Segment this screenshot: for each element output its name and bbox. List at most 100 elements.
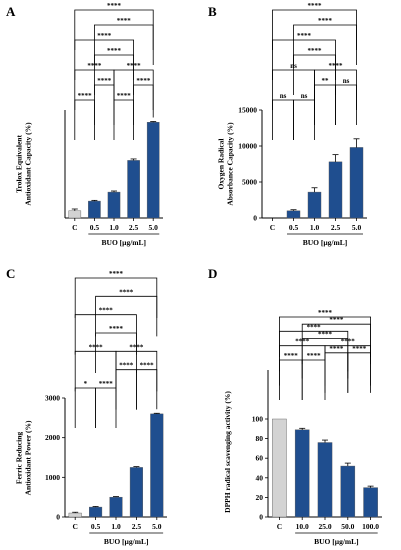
y-tick-label: 100 (252, 415, 264, 424)
x-axis-label: BUO [µg/mL] (102, 238, 147, 247)
x-tick-label: C (270, 223, 275, 232)
y-tick-label: 60 (256, 454, 264, 463)
bar (109, 496, 123, 518)
y-axis-label-line: DPPH radical scavenging activity (%) (223, 391, 232, 513)
significance-bracket (94, 24, 154, 65)
y-tick-label: 1000 (45, 473, 60, 482)
panel-label: B (208, 4, 217, 19)
bar (68, 210, 82, 219)
significance-label: **** (352, 345, 367, 353)
significance-bracket (94, 84, 115, 125)
significance-label: **** (78, 92, 93, 100)
y-axis-label-line: Ferric Reducing (15, 432, 24, 485)
x-tick-label: 2.5 (129, 223, 139, 232)
significance-label: **** (136, 77, 151, 85)
significance-label: * (84, 380, 88, 388)
significance-bracket (74, 39, 134, 80)
x-tick-label: 50.0 (341, 522, 354, 531)
significance-label: **** (109, 270, 124, 278)
y-tick-label: 15000 (238, 106, 257, 115)
bar (307, 191, 322, 219)
bar (340, 465, 356, 518)
bar (89, 506, 103, 518)
significance-label: **** (119, 362, 134, 370)
significance-label: **** (297, 32, 312, 40)
significance-bracket (272, 9, 357, 50)
x-tick-label: 1.0 (310, 223, 320, 232)
y-tick-label: 80 (256, 434, 264, 443)
bar (127, 160, 140, 219)
x-tick-label: 5.0 (352, 223, 362, 232)
x-axis-label: BUO [µg/mL] (104, 537, 149, 546)
x-tick-label: 25.0 (318, 522, 331, 531)
x-tick-label: 2.5 (331, 223, 341, 232)
significance-bracket (314, 84, 336, 125)
x-axis-label: BUO [µg/mL] (314, 537, 359, 546)
y-tick-label: 5000 (242, 178, 257, 187)
significance-bracket (74, 314, 137, 355)
significance-bracket (301, 359, 326, 400)
significance-label: **** (307, 323, 322, 331)
x-tick-label: 0.5 (90, 223, 100, 232)
significance-label: **** (329, 345, 344, 353)
significance-bracket (133, 84, 154, 125)
significance-label: **** (308, 47, 323, 55)
significance-label: **** (307, 352, 322, 360)
significance-bracket (293, 24, 357, 65)
x-tick-label: C (72, 522, 77, 531)
y-axis-label-line: Trolox Equivalent (15, 135, 24, 193)
significance-label: ns (280, 92, 287, 100)
significance-label: ns (343, 77, 350, 85)
significance-bracket (136, 369, 158, 410)
y-tick-label: 40 (256, 473, 264, 482)
significance-label: **** (318, 17, 333, 25)
significance-label: ns (301, 92, 308, 100)
x-tick-label: 1.0 (109, 223, 119, 232)
significance-label: **** (284, 352, 299, 360)
x-tick-label: 0.5 (91, 522, 101, 531)
x-tick-label: C (72, 223, 77, 232)
x-tick-label: C (277, 522, 282, 531)
x-tick-label: 10.0 (296, 522, 309, 531)
significance-label: **** (140, 362, 155, 370)
significance-bracket (272, 39, 336, 80)
significance-label: **** (318, 309, 333, 317)
significance-bracket (347, 352, 371, 393)
y-tick-label: 0 (253, 214, 257, 223)
x-tick-label: 2.5 (132, 522, 142, 531)
bar (349, 147, 364, 219)
significance-label: **** (97, 32, 112, 40)
significance-bracket (279, 316, 371, 357)
significance-label: **** (308, 2, 323, 10)
significance-bracket (293, 99, 315, 140)
y-tick-label: 20 (256, 493, 264, 502)
significance-label: **** (109, 325, 124, 333)
panel-b: B 0 5000 10000 15000 C 0.5 1.0 2.5 5.0 BUO [µg/mL]… (208, 2, 367, 247)
x-axis-label: BUO [µg/mL] (303, 238, 348, 247)
y-tick-label: 0 (56, 513, 60, 522)
x-tick-label: 5.0 (152, 522, 162, 531)
y-tick-label: 3000 (45, 394, 60, 403)
y-axis-label: Oxygen RadicalAbsorbance Capacity (%) (217, 122, 235, 206)
significance-bracket (115, 369, 137, 410)
significance-label: **** (329, 316, 344, 324)
significance-label: **** (107, 47, 122, 55)
significance-bracket (74, 9, 154, 50)
x-tick-label: 100.0 (362, 522, 379, 531)
significance-bracket (279, 359, 303, 400)
significance-label: **** (107, 2, 122, 10)
bar (286, 210, 301, 219)
y-axis-label-line: Oxygen Radical (217, 138, 226, 189)
x-tick-label: 5.0 (149, 223, 159, 232)
significance-bracket (95, 387, 117, 428)
y-tick-label: 2000 (45, 433, 60, 442)
bar (68, 512, 82, 518)
bar (317, 442, 333, 518)
significance-bracket (74, 99, 95, 140)
y-axis-label-line: Absorbance Capacity (%) (226, 122, 235, 206)
y-axis-label: Trolox EquivalentAntioxidant Capacity (%… (15, 122, 33, 206)
